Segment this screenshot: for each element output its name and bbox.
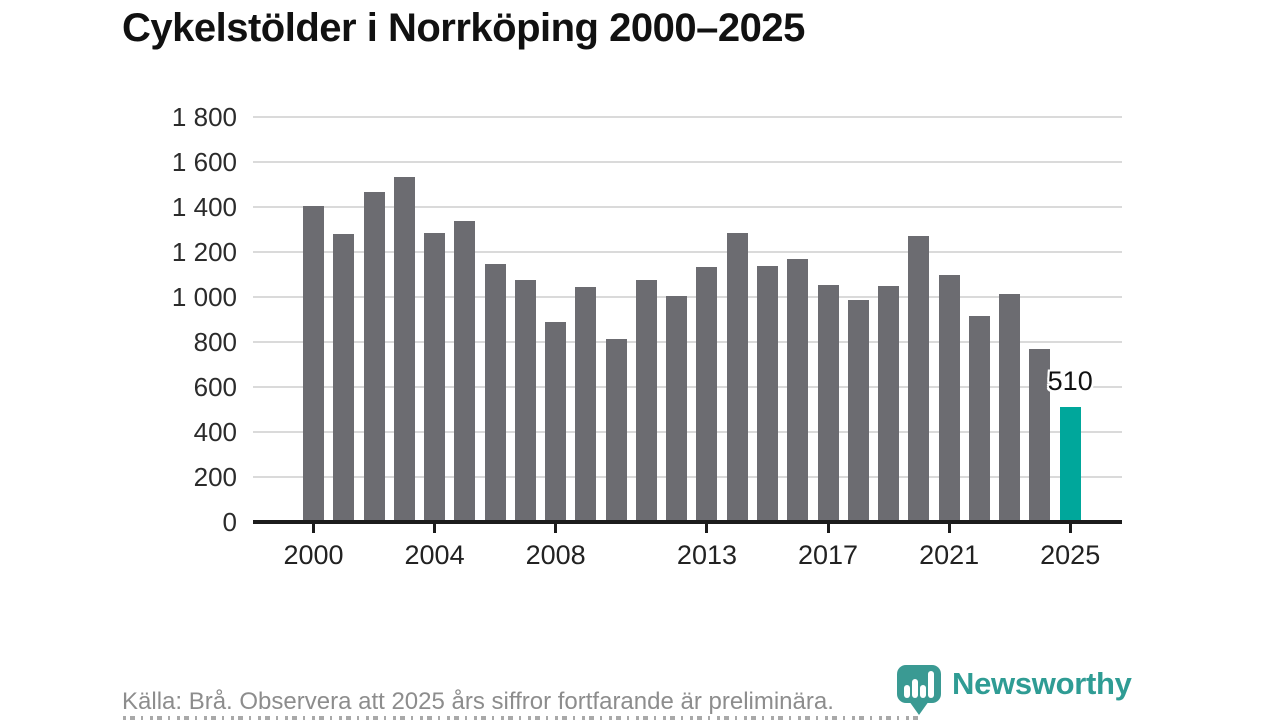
gridline-1000 <box>253 296 1122 298</box>
gridline-1600 <box>253 161 1122 163</box>
gridline-1800 <box>253 116 1122 118</box>
x-axis-line <box>253 520 1122 524</box>
bar-2020 <box>908 236 930 522</box>
x-axis-tick-2013 <box>705 524 709 533</box>
gridline-1400 <box>253 206 1122 208</box>
bar-2005 <box>454 220 476 522</box>
bar-2004 <box>424 232 446 522</box>
newsworthy-pin-icon <box>897 665 941 715</box>
x-axis-tick-2021 <box>947 524 951 533</box>
x-axis-tick-label-2004: 2004 <box>404 540 465 570</box>
x-axis-tick-2008 <box>554 524 558 533</box>
y-axis-tick-label-0: 0 <box>222 507 237 537</box>
y-axis-tick-label-800: 800 <box>193 327 237 357</box>
y-axis-tick-label-1200: 1 200 <box>171 237 237 267</box>
x-axis-tick-label-2021: 2021 <box>919 540 980 570</box>
y-axis-tick-label-600: 600 <box>193 372 237 402</box>
gridline-600 <box>253 386 1122 388</box>
plot-area <box>253 116 1122 522</box>
x-axis-tick-label-2013: 2013 <box>676 540 737 570</box>
source-note: Källa: Brå. Observera att 2025 års siffr… <box>122 688 834 715</box>
y-axis-tick-label-200: 200 <box>193 462 237 492</box>
clipped-footer-second-line <box>123 716 923 720</box>
bar-2012 <box>666 295 688 522</box>
bar-2009 <box>575 286 597 522</box>
gridline-1200 <box>253 251 1122 253</box>
bar-2000 <box>303 205 324 522</box>
bar-2019 <box>878 285 900 522</box>
bar-2010 <box>605 338 627 522</box>
bar-2017 <box>817 284 839 522</box>
bar-2001 <box>333 234 355 522</box>
bar-2022 <box>968 316 990 522</box>
bar-2015 <box>757 265 779 522</box>
bar-2003 <box>393 176 415 522</box>
y-axis-tick-label-1000: 1 000 <box>171 282 237 312</box>
bar-2016 <box>787 258 809 522</box>
bar-2011 <box>635 280 657 522</box>
x-axis-tick-2000 <box>312 524 315 533</box>
y-axis-tick-label-1400: 1 400 <box>171 192 237 222</box>
y-axis-tick-label-1800: 1 800 <box>171 102 237 132</box>
x-axis-tick-label-2017: 2017 <box>798 540 859 570</box>
bar-2007 <box>514 280 536 522</box>
x-axis-tick-label-2008: 2008 <box>525 540 586 570</box>
y-axis-tick-label-1600: 1 600 <box>171 147 237 177</box>
bar-2002 <box>363 192 385 522</box>
gridline-200 <box>253 476 1122 478</box>
x-axis-tick-2004 <box>433 524 437 533</box>
bar-2021 <box>938 274 960 522</box>
brand-name: Newsworthy <box>952 666 1132 701</box>
chart-title: Cykelstölder i Norrköping 2000–2025 <box>122 6 805 50</box>
bar-2023 <box>999 293 1021 522</box>
gridline-400 <box>253 431 1122 433</box>
bar-2018 <box>847 300 869 522</box>
bar-2025 <box>1059 407 1081 522</box>
bar-2013 <box>696 266 718 522</box>
x-axis-tick-label-2000: 2000 <box>283 540 344 570</box>
y-axis-tick-label-400: 400 <box>193 417 237 447</box>
x-axis-tick-label-2025: 2025 <box>1040 540 1101 570</box>
brand-logo: Newsworthy <box>896 664 1132 716</box>
bar-2008 <box>545 321 567 522</box>
x-axis-tick-2017 <box>826 524 830 533</box>
gridline-800 <box>253 341 1122 343</box>
bar-2006 <box>484 264 506 522</box>
x-axis-tick-2025 <box>1068 524 1072 533</box>
bar-2024 <box>1029 348 1051 522</box>
bar-2014 <box>726 232 748 522</box>
highlight-value-label: 510 <box>1047 366 1093 397</box>
